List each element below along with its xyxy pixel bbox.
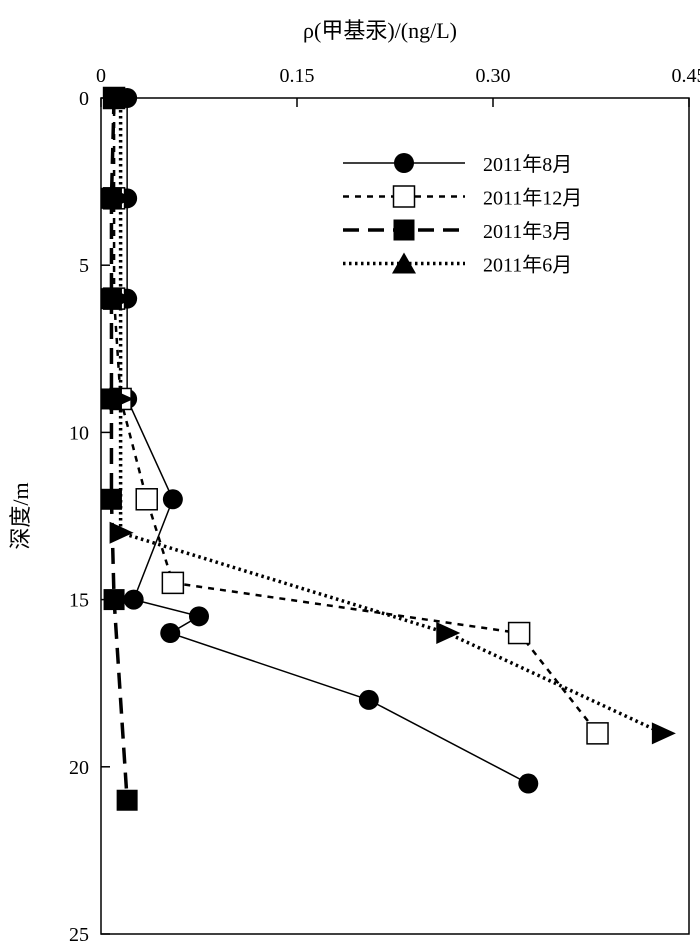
x-tick-label: 0.30 (476, 65, 511, 87)
series-2-point (116, 789, 138, 811)
legend-label: 2011年12月 (483, 187, 582, 210)
series-1-point (161, 571, 185, 595)
x-tick-label: 0.15 (280, 65, 315, 87)
y-tick-label: 20 (69, 757, 89, 779)
legend-marker (392, 185, 416, 208)
series-line-0 (126, 98, 529, 785)
series-1-point (507, 621, 531, 645)
series-1-point (135, 488, 158, 511)
series-3-point (109, 87, 134, 109)
series-0-point (358, 689, 379, 710)
y-tick-label: 5 (79, 255, 89, 277)
series-layer (100, 86, 676, 811)
series-0-point (162, 489, 183, 510)
legend-marker (392, 252, 416, 274)
series-line-1 (112, 98, 599, 735)
series-3-point (109, 521, 134, 544)
series-2-point (100, 488, 122, 510)
x-axis-title: ρ(甲基汞)/(ng/L) (303, 18, 457, 43)
series-3-point (109, 387, 134, 410)
series-2-point (103, 589, 125, 611)
legend-label: 2011年3月 (483, 220, 572, 243)
series-0-point (123, 589, 144, 610)
legend-marker (394, 153, 414, 173)
series-0-point (160, 623, 181, 644)
series-0-point (518, 773, 539, 794)
series-0-point (189, 606, 209, 627)
series-1-point (586, 722, 609, 745)
series-3-point (109, 187, 134, 210)
plot-frame (100, 97, 690, 935)
legend: 2011年8月 2011年12月 2011年3月 2011年6月 (343, 153, 582, 277)
legend-label: 2011年6月 (483, 254, 572, 277)
axis-ticks: 0 0.15 0.30 0.45 0 5 10 15 20 25 (69, 65, 700, 946)
y-tick-label: 0 (79, 88, 89, 110)
x-tick-label: 0 (96, 65, 106, 87)
series-3-point (436, 622, 461, 645)
y-axis-title: 深度/m (8, 482, 33, 549)
series-3-point (651, 722, 676, 745)
series-3-point (109, 287, 134, 310)
x-tick-label: 0.45 (672, 65, 700, 87)
legend-label: 2011年8月 (483, 153, 572, 176)
y-tick-label: 15 (69, 590, 89, 612)
y-tick-label: 10 (69, 422, 89, 444)
y-tick-label: 25 (69, 924, 89, 946)
legend-marker (393, 219, 415, 241)
